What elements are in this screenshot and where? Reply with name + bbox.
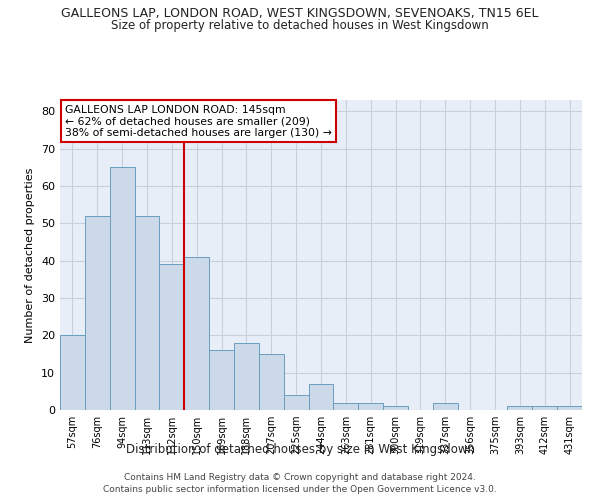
Bar [284, 395, 308, 410]
Bar [209, 350, 234, 410]
Bar [383, 406, 408, 410]
Bar [259, 354, 284, 410]
Bar [184, 257, 209, 410]
Text: Distribution of detached houses by size in West Kingsdown: Distribution of detached houses by size … [125, 442, 475, 456]
Text: Contains HM Land Registry data © Crown copyright and database right 2024.: Contains HM Land Registry data © Crown c… [124, 472, 476, 482]
Bar [134, 216, 160, 410]
Bar [358, 402, 383, 410]
Bar [60, 336, 85, 410]
Text: Size of property relative to detached houses in West Kingsdown: Size of property relative to detached ho… [111, 19, 489, 32]
Bar [433, 402, 458, 410]
Y-axis label: Number of detached properties: Number of detached properties [25, 168, 35, 342]
Bar [308, 384, 334, 410]
Bar [234, 343, 259, 410]
Bar [160, 264, 184, 410]
Bar [532, 406, 557, 410]
Bar [508, 406, 532, 410]
Bar [85, 216, 110, 410]
Text: GALLEONS LAP LONDON ROAD: 145sqm
← 62% of detached houses are smaller (209)
38% : GALLEONS LAP LONDON ROAD: 145sqm ← 62% o… [65, 104, 332, 138]
Text: GALLEONS LAP, LONDON ROAD, WEST KINGSDOWN, SEVENOAKS, TN15 6EL: GALLEONS LAP, LONDON ROAD, WEST KINGSDOW… [61, 8, 539, 20]
Bar [334, 402, 358, 410]
Bar [110, 167, 134, 410]
Text: Contains public sector information licensed under the Open Government Licence v3: Contains public sector information licen… [103, 485, 497, 494]
Bar [557, 406, 582, 410]
